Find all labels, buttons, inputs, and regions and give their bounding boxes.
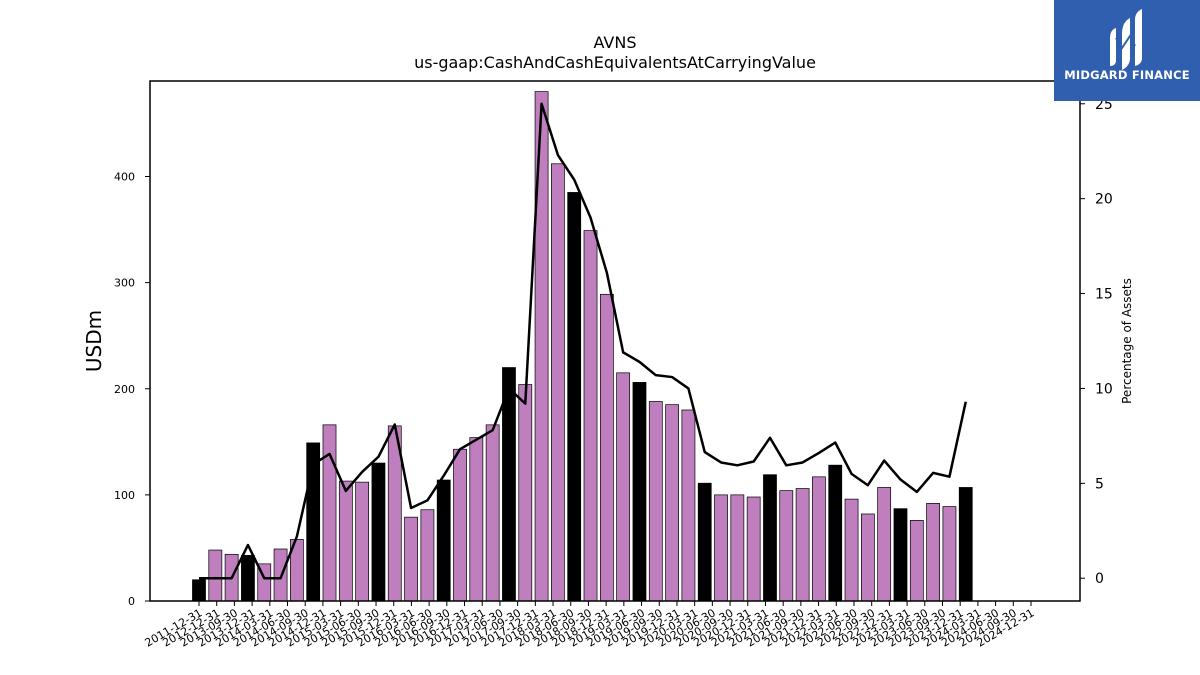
bar-2021-03-31: [779, 490, 794, 602]
percentage-line: [199, 102, 967, 580]
bar-2022-09-30: [877, 487, 892, 602]
y-axis-label-left: USDm: [82, 310, 106, 372]
bar-2016-06-30: [469, 437, 484, 602]
y-right-tick-label: 20: [1095, 192, 1113, 208]
bar-2022-06-30: [860, 513, 875, 602]
bar-2014-03-31: [322, 424, 337, 602]
bar-2020-03-31: [714, 494, 728, 602]
y-right-tick-label: 15: [1095, 287, 1113, 303]
bar-2016-09-30: [485, 424, 500, 602]
bar-2018-06-30: [599, 293, 614, 602]
bar-2014-12-31: [371, 462, 386, 602]
bar-2017-09-30: [551, 163, 565, 602]
bar-2019-12-31: [697, 482, 712, 602]
chart-subtitle: us-gaap:CashAndCashEquivalentsAtCarrying…: [414, 53, 816, 72]
bar-2012-12-31: [241, 555, 255, 602]
bar-2017-12-31: [567, 192, 582, 602]
midgard-logo-icon: [1110, 9, 1142, 70]
bar-2023-09-30: [942, 506, 957, 602]
bar-2021-09-30: [812, 476, 826, 602]
y-left-tick-label: 200: [114, 383, 135, 396]
plot-frame: [149, 80, 1081, 602]
chart-title: AVNS: [594, 33, 637, 52]
bar-2023-12-31: [958, 487, 973, 602]
bar-2019-03-31: [648, 401, 663, 602]
y-left-tick-label: 300: [114, 277, 135, 290]
y-left-tick-label: 100: [114, 489, 135, 502]
line-group: [199, 102, 967, 580]
bar-2014-09-30: [355, 481, 370, 602]
y-axis-label-right: Percentage of Assets: [1120, 278, 1134, 404]
bar-2016-03-31: [453, 448, 467, 602]
bar-group: [192, 91, 973, 602]
bar-2018-09-30: [616, 372, 631, 602]
bar-2015-06-30: [404, 516, 418, 602]
bar-2021-12-31: [828, 464, 843, 602]
logo-text: MIDGARD FINANCE: [1064, 68, 1190, 82]
y-right-tick-label: 0: [1095, 571, 1104, 587]
bar-2023-06-30: [926, 503, 940, 602]
bar-2020-06-30: [730, 494, 745, 602]
bar-2021-06-30: [795, 488, 810, 602]
bar-2023-03-31: [909, 519, 924, 602]
bar-2019-09-30: [681, 409, 696, 602]
bar-2017-03-31: [518, 384, 533, 602]
bar-2012-03-31: [208, 549, 223, 602]
bar-2014-06-30: [338, 480, 353, 602]
y-right-tick-label: 10: [1095, 381, 1113, 397]
y-right-tick-label: 5: [1095, 476, 1104, 492]
bar-2022-03-31: [844, 498, 859, 602]
midgard-finance-logo: MIDGARD FINANCE: [1054, 0, 1200, 101]
y-left-tick-label: 400: [114, 171, 135, 184]
y-left-tick-label: 0: [128, 595, 135, 608]
x-axis: 2011-12-312012-12-312013-09-302013-12-31…: [143, 601, 1037, 650]
y-axis-left: 0 100 200 300 400: [114, 171, 150, 608]
bar-2015-09-30: [420, 509, 435, 602]
bar-2020-12-31: [763, 474, 777, 602]
bar-2020-09-30: [746, 496, 761, 602]
bar-2019-06-30: [665, 404, 679, 602]
bar-2015-12-31: [436, 479, 451, 602]
bar-2018-12-31: [632, 382, 647, 602]
bar-2018-03-31: [583, 230, 598, 602]
bar-2011-12-31: [192, 579, 206, 602]
bar-2022-12-31: [893, 508, 908, 602]
